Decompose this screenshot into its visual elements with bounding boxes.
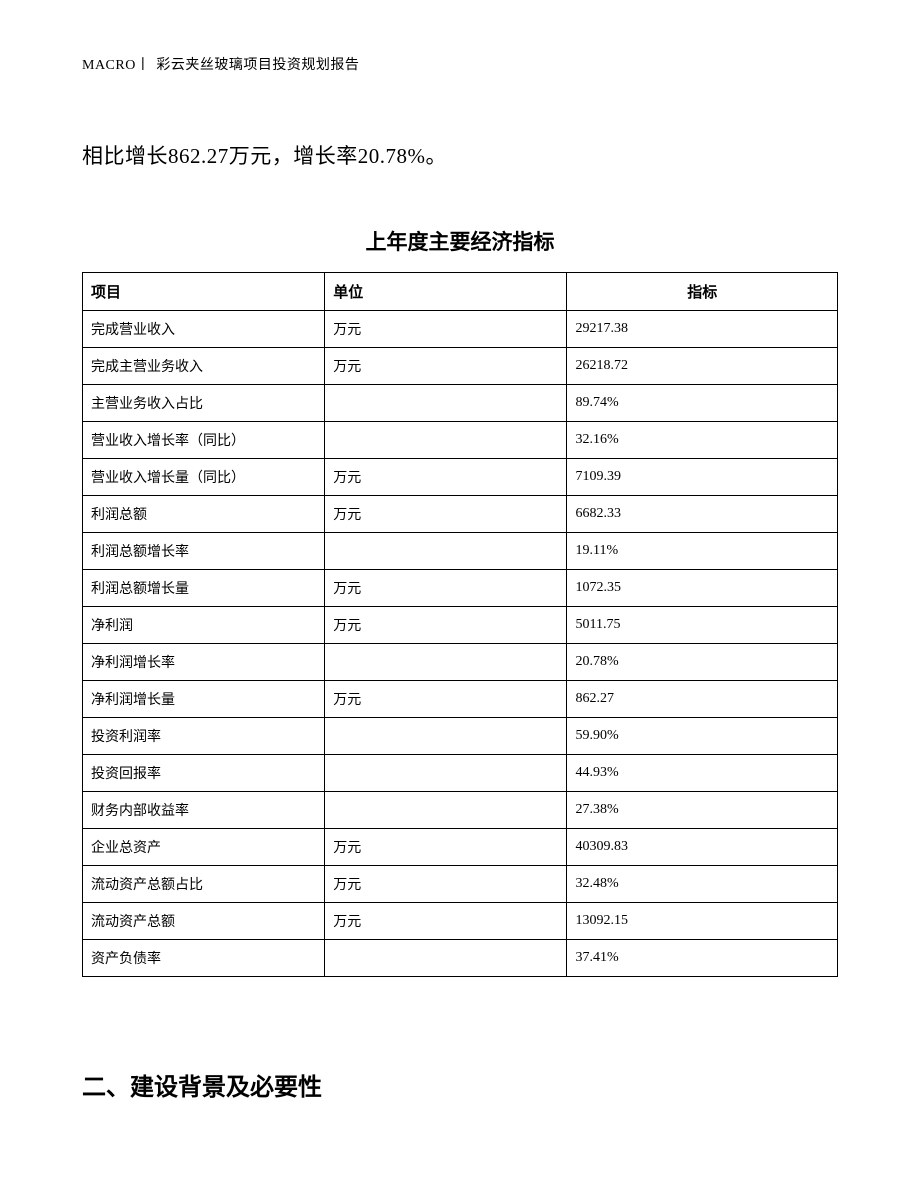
- table-row: 投资利润率 59.90%: [83, 718, 838, 755]
- cell-project: 投资回报率: [83, 755, 325, 792]
- cell-project: 流动资产总额占比: [83, 866, 325, 903]
- cell-unit: 万元: [325, 496, 567, 533]
- table-row: 完成主营业务收入万元26218.72: [83, 348, 838, 385]
- cell-indicator: 44.93%: [567, 755, 838, 792]
- cell-indicator: 13092.15: [567, 903, 838, 940]
- cell-indicator: 89.74%: [567, 385, 838, 422]
- cell-project: 财务内部收益率: [83, 792, 325, 829]
- cell-project: 净利润: [83, 607, 325, 644]
- cell-indicator: 32.48%: [567, 866, 838, 903]
- cell-project: 净利润增长率: [83, 644, 325, 681]
- table-row: 净利润增长量万元862.27: [83, 681, 838, 718]
- cell-indicator: 29217.38: [567, 311, 838, 348]
- cell-unit: [325, 792, 567, 829]
- cell-indicator: 19.11%: [567, 533, 838, 570]
- cell-project: 利润总额增长率: [83, 533, 325, 570]
- cell-unit: 万元: [325, 459, 567, 496]
- cell-unit: 万元: [325, 829, 567, 866]
- body-paragraph: 相比增长862.27万元，增长率20.78%。: [82, 140, 838, 170]
- cell-unit: [325, 644, 567, 681]
- table-row: 利润总额增长率 19.11%: [83, 533, 838, 570]
- header-macro: MACRO: [82, 58, 136, 73]
- cell-indicator: 32.16%: [567, 422, 838, 459]
- col-header-project: 项目: [83, 273, 325, 311]
- cell-unit: [325, 385, 567, 422]
- cell-project: 利润总额增长量: [83, 570, 325, 607]
- cell-indicator: 6682.33: [567, 496, 838, 533]
- indicators-table: 项目 单位 指标 完成营业收入万元29217.38完成主营业务收入万元26218…: [82, 272, 838, 977]
- table-row: 流动资产总额占比万元32.48%: [83, 866, 838, 903]
- cell-indicator: 1072.35: [567, 570, 838, 607]
- cell-unit: [325, 533, 567, 570]
- table-row: 投资回报率 44.93%: [83, 755, 838, 792]
- cell-unit: 万元: [325, 903, 567, 940]
- cell-project: 主营业务收入占比: [83, 385, 325, 422]
- cell-indicator: 20.78%: [567, 644, 838, 681]
- cell-project: 完成主营业务收入: [83, 348, 325, 385]
- cell-unit: [325, 940, 567, 977]
- cell-indicator: 5011.75: [567, 607, 838, 644]
- cell-project: 企业总资产: [83, 829, 325, 866]
- table-row: 企业总资产万元40309.83: [83, 829, 838, 866]
- header-separator: 丨: [136, 58, 151, 73]
- cell-unit: 万元: [325, 570, 567, 607]
- cell-indicator: 7109.39: [567, 459, 838, 496]
- cell-indicator: 59.90%: [567, 718, 838, 755]
- section-heading: 二、建设背景及必要性: [82, 1067, 838, 1102]
- cell-indicator: 26218.72: [567, 348, 838, 385]
- cell-project: 完成营业收入: [83, 311, 325, 348]
- table-row: 营业收入增长率（同比） 32.16%: [83, 422, 838, 459]
- table-row: 利润总额增长量万元1072.35: [83, 570, 838, 607]
- cell-indicator: 37.41%: [567, 940, 838, 977]
- cell-project: 营业收入增长率（同比）: [83, 422, 325, 459]
- cell-unit: [325, 755, 567, 792]
- page-header: MACRO丨 彩云夹丝玻璃项目投资规划报告: [82, 54, 838, 74]
- col-header-indicator: 指标: [567, 273, 838, 311]
- table-row: 营业收入增长量（同比）万元7109.39: [83, 459, 838, 496]
- cell-unit: [325, 422, 567, 459]
- document-page: MACRO丨 彩云夹丝玻璃项目投资规划报告 相比增长862.27万元，增长率20…: [0, 0, 920, 1191]
- cell-project: 资产负债率: [83, 940, 325, 977]
- cell-unit: [325, 718, 567, 755]
- cell-project: 利润总额: [83, 496, 325, 533]
- cell-indicator: 27.38%: [567, 792, 838, 829]
- cell-project: 净利润增长量: [83, 681, 325, 718]
- table-body: 完成营业收入万元29217.38完成主营业务收入万元26218.72主营业务收入…: [83, 311, 838, 977]
- cell-indicator: 40309.83: [567, 829, 838, 866]
- cell-unit: 万元: [325, 348, 567, 385]
- cell-project: 投资利润率: [83, 718, 325, 755]
- table-title: 上年度主要经济指标: [82, 226, 838, 256]
- table-row: 资产负债率 37.41%: [83, 940, 838, 977]
- table-row: 净利润万元5011.75: [83, 607, 838, 644]
- table-row: 主营业务收入占比 89.74%: [83, 385, 838, 422]
- cell-indicator: 862.27: [567, 681, 838, 718]
- cell-project: 营业收入增长量（同比）: [83, 459, 325, 496]
- cell-unit: 万元: [325, 866, 567, 903]
- table-row: 财务内部收益率 27.38%: [83, 792, 838, 829]
- table-row: 完成营业收入万元29217.38: [83, 311, 838, 348]
- col-header-unit: 单位: [325, 273, 567, 311]
- header-title: 彩云夹丝玻璃项目投资规划报告: [156, 58, 359, 73]
- table-row: 利润总额万元6682.33: [83, 496, 838, 533]
- table-row: 净利润增长率 20.78%: [83, 644, 838, 681]
- table-header-row: 项目 单位 指标: [83, 273, 838, 311]
- cell-unit: 万元: [325, 681, 567, 718]
- cell-unit: 万元: [325, 607, 567, 644]
- cell-unit: 万元: [325, 311, 567, 348]
- table-row: 流动资产总额万元13092.15: [83, 903, 838, 940]
- cell-project: 流动资产总额: [83, 903, 325, 940]
